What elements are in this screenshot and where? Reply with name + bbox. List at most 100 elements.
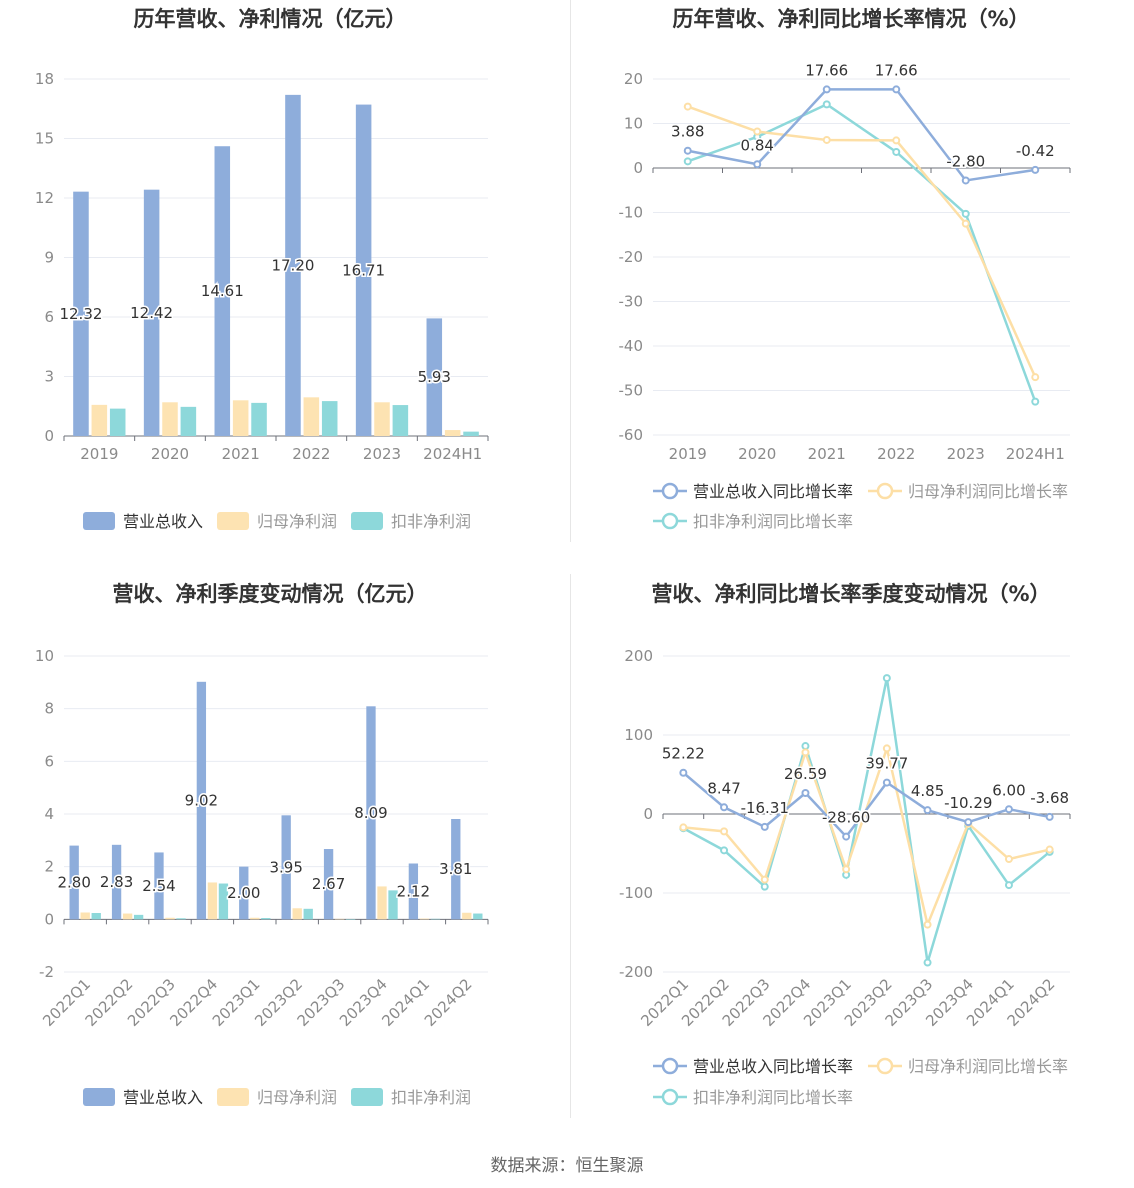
legend-label: 营业总收入 (123, 1088, 203, 1107)
vertical-divider-bottom (570, 574, 571, 1118)
data-point (1031, 165, 1040, 174)
data-point (822, 100, 831, 109)
bar (69, 845, 79, 920)
series-line (687, 102, 1037, 403)
series-line (687, 88, 1036, 182)
bar (303, 908, 313, 920)
bar (165, 917, 175, 920)
legend-swatch (351, 512, 383, 530)
point-value-label: -10.29 (944, 794, 992, 812)
data-point (760, 875, 769, 884)
bar (321, 401, 338, 436)
bar (80, 912, 90, 920)
bar-value-label: 2.80 (57, 873, 90, 891)
data-point (892, 147, 901, 156)
bar (462, 912, 472, 920)
data-point (882, 674, 891, 683)
y-tick-label: -2 (39, 963, 54, 981)
bar (91, 404, 108, 436)
bar (366, 706, 376, 920)
data-point (683, 157, 692, 166)
bar-value-label: 9.02 (185, 792, 218, 810)
bar (250, 917, 260, 920)
legend-label: 营业总收入同比增长率 (693, 1057, 853, 1076)
bar-value-label: 2.12 (397, 882, 430, 900)
bar (111, 844, 122, 920)
bar (214, 146, 231, 437)
legend-item: 营业总收入 (83, 1088, 203, 1107)
data-point (679, 823, 688, 832)
bar (392, 405, 409, 436)
y-tick-label: 3 (44, 368, 54, 386)
legend-swatch (351, 1088, 383, 1106)
data-point (720, 803, 729, 812)
point-value-label: 0.84 (741, 136, 774, 154)
y-tick-label: 15 (35, 130, 54, 148)
legend-item: 扣非净利润 (351, 1088, 471, 1107)
legend-item: 营业总收入同比增长率 (653, 482, 853, 501)
legend-swatch-marker (661, 482, 679, 500)
chart-title: 历年营收、净利情况（亿元） (134, 7, 407, 31)
chart-4: 营收、净利同比增长率季度变动情况（%）-200-10001002002022Q1… (619, 582, 1071, 1107)
x-tick-label: 2022 (292, 445, 330, 463)
data-point (842, 832, 851, 841)
bar-value-label: 2.54 (142, 877, 175, 895)
point-value-label: 3.88 (671, 123, 704, 141)
y-tick-label: -20 (619, 248, 644, 266)
y-tick-label: 18 (35, 70, 54, 88)
chart-title: 营收、净利季度变动情况（亿元） (113, 582, 428, 606)
legend-item: 扣非净利润 (351, 512, 471, 531)
bar (303, 397, 320, 436)
data-point (923, 958, 932, 967)
bar (323, 849, 334, 920)
x-tick-label: 2021 (222, 445, 260, 463)
legend-item: 营业总收入同比增长率 (653, 1057, 853, 1076)
x-tick-label: 2022 (877, 445, 915, 463)
data-point (1004, 881, 1013, 890)
bar (109, 408, 126, 436)
point-value-label: 4.85 (911, 782, 944, 800)
point-value-label: -16.31 (741, 799, 789, 817)
legend-label: 归母净利润同比增长率 (908, 482, 1068, 501)
bar-value-label: 16.71 (342, 261, 385, 279)
legend-swatch (217, 512, 249, 530)
y-tick-label: 12 (35, 189, 54, 207)
legend-swatch-marker (876, 1057, 894, 1075)
bar (239, 866, 249, 920)
y-tick-label: 0 (44, 910, 54, 928)
y-tick-label: -50 (619, 382, 644, 400)
data-point (1045, 812, 1054, 821)
y-tick-label: 200 (624, 647, 653, 665)
data-point (801, 748, 810, 757)
bar-value-label: 12.42 (130, 304, 173, 322)
bar (91, 913, 101, 920)
data-point (760, 822, 769, 831)
y-tick-label: 0 (633, 159, 643, 177)
point-value-label: 17.66 (805, 61, 848, 79)
legend-label: 扣非净利润 (391, 512, 471, 531)
bar-value-label: 2.67 (312, 875, 345, 893)
bar (374, 402, 390, 436)
data-point (1004, 855, 1013, 864)
data-source-note: 数据来源：恒生聚源 (490, 1156, 644, 1176)
bar-value-label: 3.81 (439, 860, 472, 878)
legend-swatch (83, 1088, 115, 1106)
data-point (923, 806, 932, 815)
x-tick-label: 2024Q2 (421, 975, 476, 1030)
legend-swatch (217, 1088, 249, 1106)
point-value-label: 8.47 (707, 779, 740, 797)
data-point (1031, 373, 1040, 382)
x-tick-label: 2023 (947, 445, 985, 463)
bar-value-label: 2.83 (100, 873, 133, 891)
point-value-label: -2.80 (946, 152, 985, 170)
bar (154, 852, 164, 920)
point-value-label: 6.00 (992, 781, 1025, 799)
legend-label: 归母净利润同比增长率 (908, 1057, 1068, 1076)
bar-value-label: 5.93 (418, 368, 451, 386)
series-line (682, 677, 1051, 963)
y-tick-label: 4 (44, 805, 54, 823)
point-value-label: 52.22 (662, 745, 705, 763)
y-tick-label: -30 (619, 293, 644, 311)
legend-item: 扣非净利润同比增长率 (653, 512, 853, 531)
